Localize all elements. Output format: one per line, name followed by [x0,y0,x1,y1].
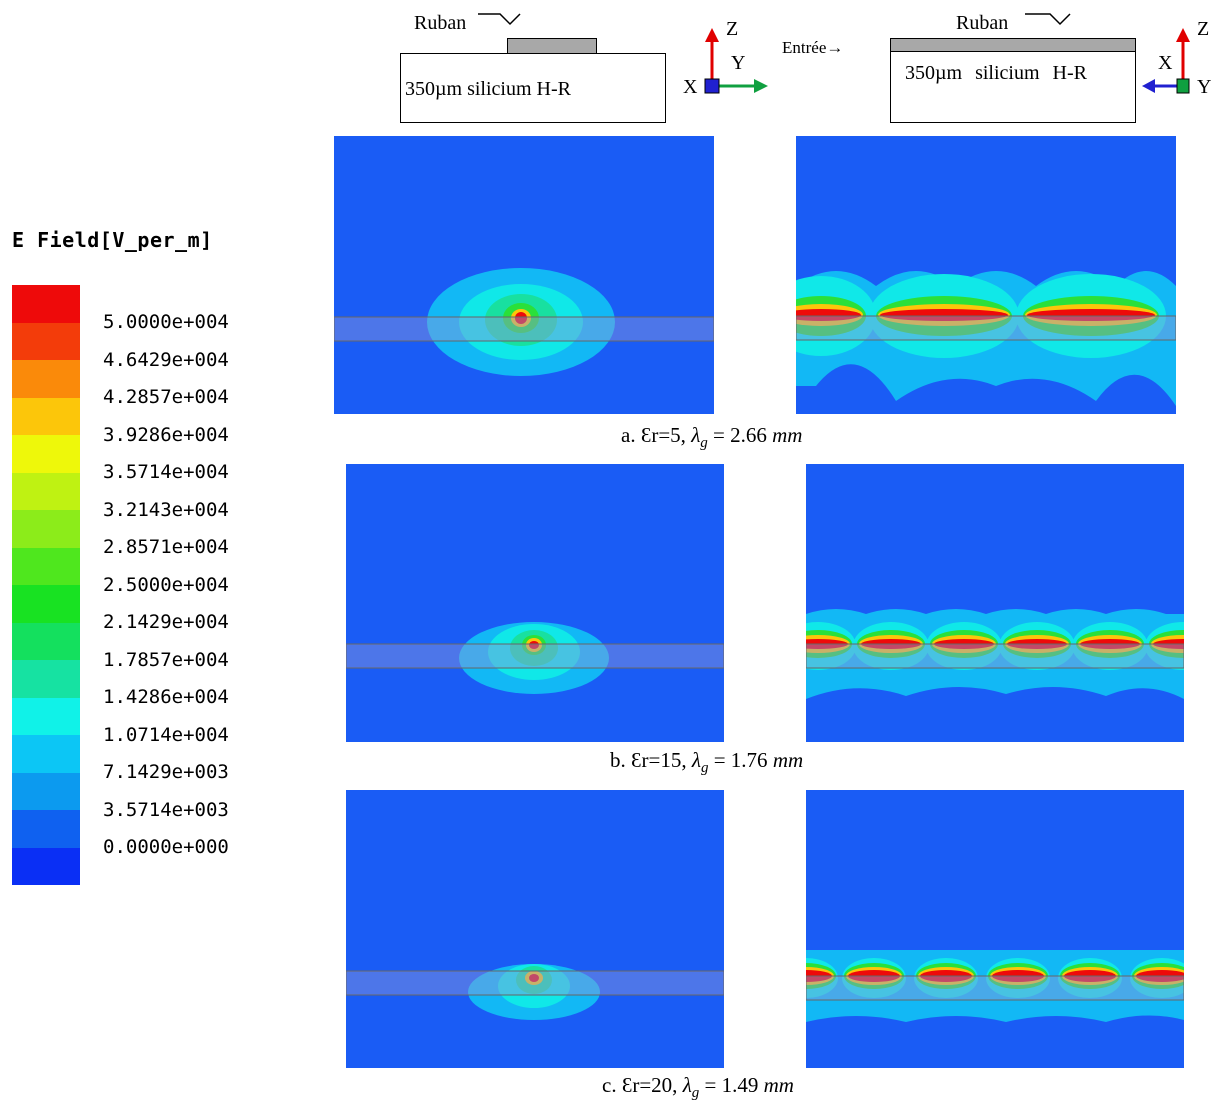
legend-tick-label: 5.0000e+004 [103,311,229,333]
legend-tick-label: 3.9286e+004 [103,423,229,446]
strip-right [890,38,1136,52]
field-plot-b-longitudinal [806,464,1184,742]
schematic-arrows [478,13,1190,94]
substrate-label-right: 350µm silicium H-R [905,62,1087,84]
substrate-left: 350µm silicium H-R [400,53,666,123]
caption-a: a. Ɛr=5, λg = 2.66 mm [621,423,803,452]
caption-c: c. Ɛr=20, λg = 1.49 mm [602,1073,794,1102]
color-bar-band [12,660,80,698]
axis-y-right: Y [1197,76,1212,98]
color-bar-band [12,285,80,323]
legend-tick-label: 3.5714e+004 [103,461,229,483]
caption-b: b. Ɛr=15, λg = 1.76 mm [610,748,804,777]
legend-tick-label: 2.5000e+004 [103,573,229,596]
color-bar-band [12,697,80,735]
color-bar-band [12,322,80,360]
color-bar-band [12,360,80,398]
legend-tick-label: 1.4286e+004 [103,686,229,708]
legend-tick-label: 1.0714e+004 [103,723,229,746]
color-bar-band [12,435,80,473]
legend-tick-label: 2.8571e+004 [103,536,229,558]
axis-z-right: Z [1197,18,1210,40]
color-bar-band [12,735,80,773]
strip-left [507,38,597,54]
color-bar-band [12,397,80,435]
color-bar-band [12,510,80,548]
legend-title: E Field[V_per_m] [12,228,213,252]
color-bar [12,285,80,885]
legend-tick-label: 3.5714e+003 [103,798,229,821]
axis-x-right: X [1158,52,1173,74]
color-bar-band [12,622,80,660]
legend-tick-label: 4.6429e+004 [103,348,229,371]
substrate-label-left: 350µm silicium H-R [405,78,571,100]
strip-label-left: Ruban [414,12,467,34]
color-bar-band [12,585,80,623]
field-plot-c-cross-section [346,790,724,1068]
substrate-right: 350µm silicium H-R [890,51,1136,123]
field-plot-a-cross-section [334,136,714,414]
field-plot-b-cross-section [346,464,724,742]
legend-tick-label: 4.2857e+004 [103,386,229,408]
color-bar-band [12,847,80,885]
color-bar-band [12,772,80,810]
legend-tick-label: 1.7857e+004 [103,648,229,671]
strip-label-right: Ruban [956,12,1009,34]
field-plot-c-longitudinal [806,790,1184,1068]
legend-tick-label: 2.1429e+004 [103,611,229,633]
legend-tick-label: 0.0000e+000 [103,836,229,858]
color-bar-band [12,472,80,510]
field-plot-a-longitudinal [796,136,1176,414]
axis-y-left: Y [731,52,746,74]
color-bar-band [12,547,80,585]
color-bar-band [12,810,80,848]
axis-x-left: X [683,76,698,98]
legend-tick-label: 3.2143e+004 [103,498,229,521]
input-label: Entrée→ [782,38,844,57]
legend-tick-label: 7.1429e+003 [103,761,229,783]
axis-z-left: Z [726,18,739,40]
